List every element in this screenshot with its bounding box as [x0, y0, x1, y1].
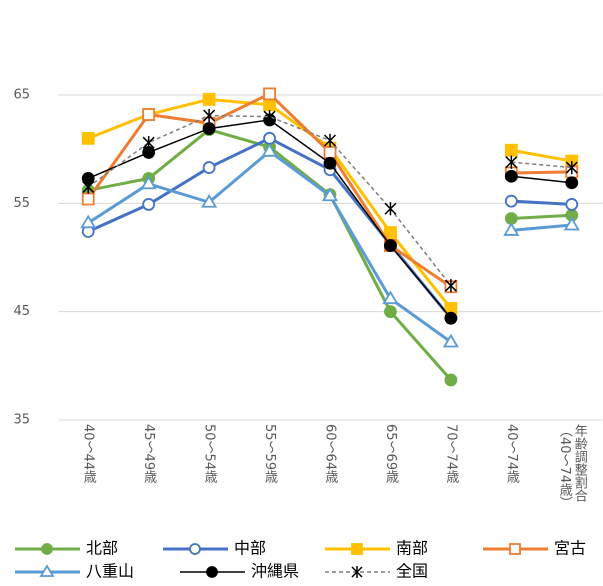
- marker: [81, 131, 95, 145]
- marker: [142, 198, 156, 211]
- marker: [202, 92, 216, 106]
- marker: [444, 373, 458, 387]
- marker: [323, 133, 337, 148]
- x-tick-label: 年齢調整割合（40～74歳）: [556, 424, 587, 510]
- marker: [81, 192, 95, 206]
- marker: [263, 131, 276, 145]
- marker: [563, 216, 580, 231]
- x-tick-label: 65～69歳: [382, 424, 398, 484]
- legend-marker: [351, 566, 363, 578]
- marker: [503, 222, 520, 236]
- series-line: [511, 199, 572, 206]
- x-tick-label: 60～64歳: [322, 424, 338, 484]
- y-tick-label: 45: [13, 304, 30, 319]
- legend-marker: [189, 543, 201, 555]
- marker: [80, 214, 97, 229]
- marker: [444, 311, 458, 325]
- marker: [201, 193, 218, 208]
- marker: [263, 87, 276, 101]
- x-tick-label: 55～59歳: [262, 424, 278, 484]
- y-tick-label: 35: [13, 413, 30, 428]
- marker: [261, 143, 278, 157]
- legend-marker: [351, 543, 363, 555]
- legend-label: 全国: [396, 562, 428, 581]
- x-tick-label: 40～44歳: [80, 424, 96, 484]
- series-line: [511, 223, 572, 232]
- marker: [442, 333, 459, 348]
- marker: [504, 169, 518, 183]
- legend-marker: [509, 543, 521, 555]
- marker: [321, 187, 339, 202]
- series-line: [511, 170, 572, 175]
- marker: [323, 146, 337, 159]
- legend-label: 北部: [86, 539, 118, 558]
- marker: [384, 305, 397, 319]
- marker: [504, 194, 518, 208]
- legend-marker: [39, 564, 55, 577]
- legend-marker: [206, 566, 218, 578]
- marker: [323, 156, 337, 170]
- series-line: [87, 128, 453, 381]
- marker: [444, 279, 457, 293]
- marker: [142, 136, 155, 150]
- series-line: [511, 148, 573, 163]
- marker: [142, 108, 156, 121]
- marker: [82, 180, 95, 194]
- marker: [565, 198, 579, 211]
- marker: [202, 122, 216, 135]
- marker: [565, 160, 578, 175]
- y-tick-label: 55: [13, 196, 30, 211]
- x-tick-label: 70～74歳: [443, 424, 459, 484]
- x-tick-label: 45～49歳: [141, 424, 157, 484]
- marker: [203, 108, 216, 123]
- marker: [263, 98, 276, 112]
- marker: [565, 176, 579, 190]
- x-tick-label: 40～74歳: [503, 424, 519, 484]
- series-line: [511, 161, 572, 169]
- series-line: [511, 213, 572, 220]
- marker: [504, 143, 518, 157]
- y-tick-label: 65: [13, 88, 30, 103]
- legend-label: 中部: [234, 539, 266, 558]
- marker: [263, 110, 276, 124]
- marker: [384, 226, 397, 239]
- marker: [384, 239, 397, 252]
- legend-label: 八重山: [86, 562, 134, 581]
- legend-label: 南部: [396, 539, 428, 558]
- x-tick-label: 50～54歳: [201, 424, 217, 484]
- series-line: [511, 175, 572, 184]
- marker: [140, 175, 157, 190]
- marker: [202, 161, 216, 174]
- legend-marker: [41, 543, 53, 555]
- legend-label: 宮古: [554, 539, 586, 558]
- marker: [384, 202, 397, 216]
- legend-label: 沖縄県: [251, 562, 299, 581]
- marker: [382, 290, 399, 305]
- marker: [505, 155, 518, 169]
